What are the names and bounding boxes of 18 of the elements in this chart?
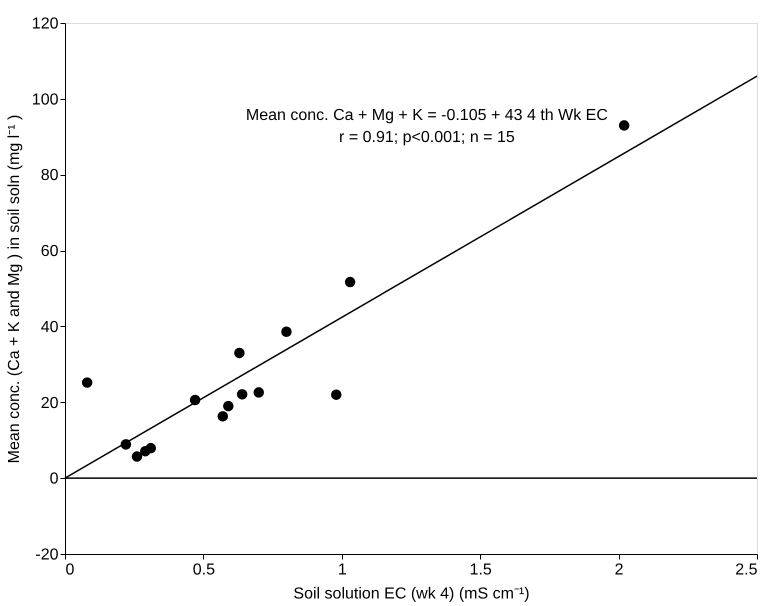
y-tick-label: 80 [40,167,59,184]
y-tick-label: -20 [35,546,59,564]
annotation: r = 0.91; p<0.001; n = 15 [339,129,515,146]
y-tick-label: 120 [32,16,59,32]
y-tick-label: 0 [50,470,59,488]
x-tick-label: 1 [338,562,347,578]
y-tick-label: 100 [32,91,59,108]
x-tick-label: 1.5 [470,562,492,578]
x-tick-label: 0 [66,562,74,578]
x-tick-label: 2 [614,562,624,578]
x-tick-label: 0.5 [192,562,216,578]
annotation: Mean conc. Ca + Mg + K = -0.105 + 43 4 th Wk EC [246,107,608,124]
y-tick-label: 60 [40,243,59,260]
x-axis-title: Soil solution EC (wk 4) (mS cm⁻¹) [293,586,530,602]
y-tick-label: 20 [40,394,59,412]
y-tick-label: 40 [40,318,59,336]
x-tick-label: 2.5 [735,562,758,578]
y-axis-title: Mean conc. (Ca + K and Mg ) in soil soln (mg l⁻¹ ) [6,114,23,464]
